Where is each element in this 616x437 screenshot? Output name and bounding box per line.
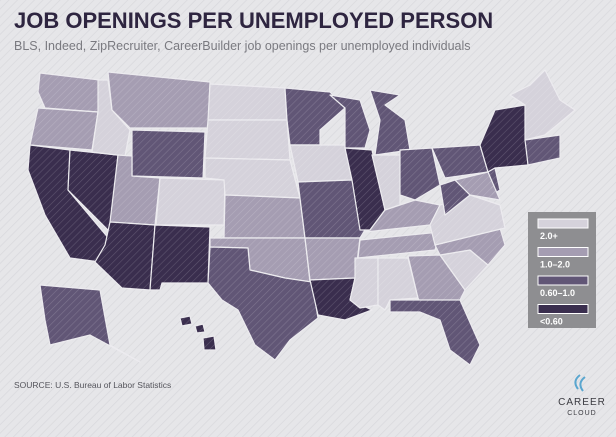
state-hatch — [68, 150, 118, 232]
legend-swatch — [537, 218, 589, 229]
state-hatch — [290, 145, 352, 182]
legend-label: 1.0–2.0 — [540, 260, 570, 270]
state-hatch — [350, 258, 378, 308]
state-hatch — [156, 178, 225, 225]
state-hatch — [440, 180, 470, 215]
state-hatch — [378, 258, 418, 310]
legend-swatch — [537, 304, 589, 314]
state-hatch — [195, 324, 205, 333]
state-hatch — [400, 148, 440, 200]
logo: CAREER CLOUD — [558, 374, 606, 417]
state-hatch — [205, 120, 290, 160]
state-hatch — [372, 155, 400, 210]
state-hatch — [224, 195, 305, 238]
state-hatch — [435, 228, 505, 265]
state-hatch — [28, 145, 110, 262]
state-hatch — [432, 145, 488, 178]
hatch-layer — [28, 70, 575, 365]
state-hatch — [510, 70, 575, 140]
subtitle: BLS, Indeed, ZipRecruiter, CareerBuilder… — [14, 39, 471, 53]
state-hatch — [150, 225, 210, 290]
legend-label: 0.60–1.0 — [540, 288, 575, 298]
state-hatch — [92, 80, 130, 156]
legend-swatch — [537, 275, 589, 286]
state-hatch — [370, 90, 410, 155]
state-hatch — [210, 238, 310, 282]
state-hatch — [358, 232, 440, 258]
legend-swatch — [537, 247, 589, 257]
title: JOB OPENINGS PER UNEMPLOYED PERSON — [14, 8, 493, 33]
legend-label: <0.60 — [540, 317, 563, 327]
state-hatch — [345, 148, 385, 230]
state-hatch — [30, 108, 98, 150]
state-hatch — [208, 84, 287, 120]
state-hatch — [285, 88, 345, 145]
state-hatch — [525, 135, 560, 165]
state-hatch — [365, 200, 440, 232]
state-hatch — [95, 222, 155, 290]
state-hatch — [208, 247, 318, 360]
state-hatch — [298, 180, 365, 238]
state-hatch — [108, 72, 210, 128]
state-hatch — [132, 130, 205, 178]
state-hatch — [330, 95, 370, 148]
state-hatch — [408, 255, 465, 302]
state-hatch — [180, 316, 192, 326]
source: SOURCE: U.S. Bureau of Labor Statistics — [14, 380, 171, 390]
state-hatch — [390, 300, 480, 365]
state-hatch — [110, 155, 160, 225]
logo-icon — [574, 374, 586, 392]
state-hatch — [455, 172, 500, 200]
legend-label: 2.0+ — [540, 231, 558, 241]
logo-text: CLOUD — [567, 410, 597, 417]
state-hatch — [305, 238, 360, 280]
state-hatch — [480, 105, 528, 172]
state-hatch — [440, 250, 488, 290]
legend: 2.0+ 1.0–2.0 0.60–1.0 <0.60 — [537, 218, 589, 327]
state-hatch — [40, 285, 140, 362]
logo-text: CAREER — [558, 397, 606, 408]
state-hatch — [38, 73, 100, 112]
state-hatch — [203, 336, 216, 350]
state-hatch — [310, 278, 372, 320]
state-hatch — [205, 158, 300, 198]
